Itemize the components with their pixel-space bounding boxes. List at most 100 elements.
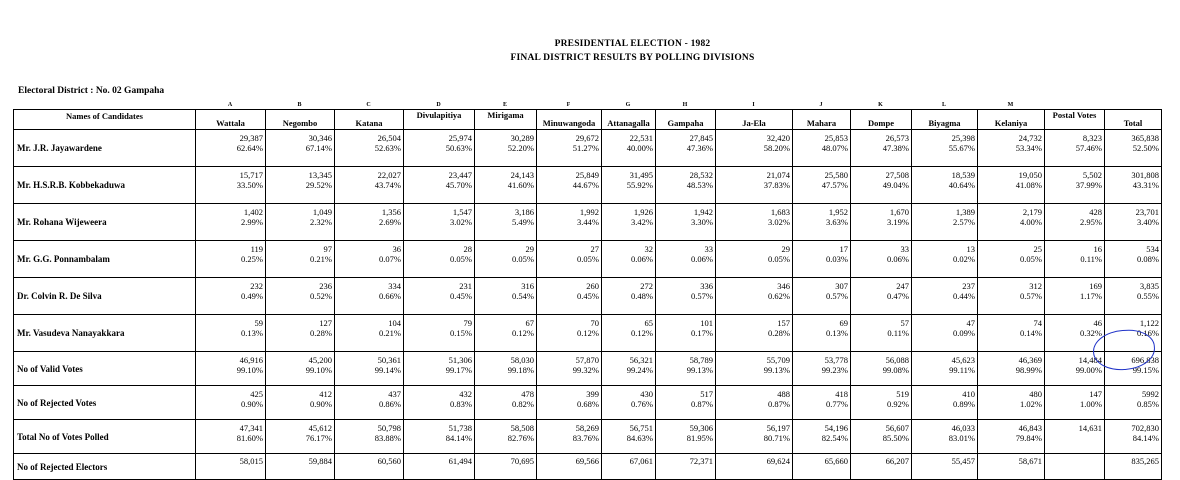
vote-count: 432 — [459, 389, 472, 399]
vote-count: 46,033 — [951, 423, 975, 433]
table-cell: 55,709 99.13% — [715, 351, 793, 386]
column-header: Ja-Ela — [715, 109, 793, 130]
vote-count: 1,992 — [579, 207, 599, 217]
table-cell: 29,672 51.27% — [536, 129, 602, 167]
vote-percentage: 47.36% — [686, 143, 713, 153]
table-cell: 54,196 82.54% — [792, 419, 851, 454]
row-label: Mr. G.G. Ponnambalam — [13, 240, 196, 278]
table-cell: 25,398 55.67% — [911, 129, 978, 167]
table-cell: 59 0.13% — [195, 314, 266, 352]
vote-count: 13 — [966, 244, 976, 254]
table-cell: 336 0.57% — [655, 277, 716, 315]
vote-percentage: 58.20% — [763, 143, 790, 153]
vote-percentage: 0.06% — [631, 254, 653, 264]
vote-count: 1,402 — [243, 207, 263, 217]
vote-count: 58,030 — [510, 355, 534, 365]
table-cell: 67,061 — [601, 453, 656, 480]
table-cell: 702,830 84.14% — [1104, 419, 1162, 454]
vote-count: 56,751 — [629, 423, 653, 433]
vote-count: 2,179 — [1022, 207, 1042, 217]
vote-count: 58,508 — [510, 423, 534, 433]
vote-count: 519 — [896, 389, 909, 399]
table-cell: 15,717 33.50% — [195, 166, 266, 204]
vote-count: 334 — [388, 281, 401, 291]
table-cell: 70 0.12% — [536, 314, 602, 352]
vote-count: 25,580 — [824, 170, 848, 180]
vote-percentage: 51.27% — [572, 143, 599, 153]
vote-percentage: 0.21% — [379, 328, 401, 338]
vote-count: 346 — [777, 281, 790, 291]
vote-percentage: 0.48% — [631, 291, 653, 301]
table-cell: 1,952 3.63% — [792, 203, 851, 241]
table-cell: 696,838 99.15% — [1104, 351, 1162, 386]
column-letter: L — [941, 102, 947, 108]
table-cell: 69,566 — [536, 453, 602, 480]
table-cell: 57 0.11% — [850, 314, 912, 352]
table-cell: 23,701 3.40% — [1104, 203, 1162, 241]
vote-percentage: 0.06% — [887, 254, 909, 264]
table-row: Mr. H.S.R.B. Kobbekaduwa 15,717 33.50% 13,3… — [13, 166, 1162, 204]
vote-count: 1,389 — [955, 207, 975, 217]
table-cell: 127 0.28% — [265, 314, 335, 352]
table-cell: 480 1.02% — [977, 385, 1045, 420]
column-header: Negombo — [265, 109, 335, 130]
table-cell: 47,341 81.60% — [195, 419, 266, 454]
table-cell: 1,926 3.42% — [601, 203, 656, 241]
table-cell: 247 0.47% — [850, 277, 912, 315]
vote-percentage: 3.44% — [577, 217, 599, 227]
table-cell: 13 0.02% — [911, 240, 978, 278]
vote-percentage: 81.60% — [236, 433, 263, 443]
table-cell: 232 0.49% — [195, 277, 266, 315]
vote-count: 69,566 — [575, 456, 599, 466]
vote-percentage: 52.20% — [507, 143, 534, 153]
vote-count: 437 — [388, 389, 401, 399]
table-cell: 231 0.45% — [403, 277, 475, 315]
table-cell: 59,306 81.95% — [655, 419, 716, 454]
vote-count: 28,532 — [689, 170, 713, 180]
vote-percentage: 29.52% — [305, 180, 332, 190]
table-cell: 13,345 29.52% — [265, 166, 335, 204]
vote-count: 29 — [525, 244, 535, 254]
table-row: No of Rejected Electors 58,015 59,884 60,56… — [13, 453, 1162, 480]
vote-count: 157 — [777, 318, 790, 328]
vote-count: 119 — [250, 244, 263, 254]
vote-percentage: 84.63% — [626, 433, 653, 443]
vote-count: 50,361 — [377, 355, 401, 365]
table-cell: 365,838 52.50% — [1104, 129, 1162, 167]
table-cell: 29,387 62.64% — [195, 129, 266, 167]
vote-count: 25,974 — [448, 133, 472, 143]
table-row: Mr. Vasudeva Nanayakkara 59 0.13% 127 0.28% 1… — [13, 314, 1162, 352]
table-cell: 23,447 45.70% — [403, 166, 475, 204]
vote-percentage: 48.53% — [686, 180, 713, 190]
vote-percentage: 0.45% — [450, 291, 472, 301]
table-cell: 72,371 — [655, 453, 716, 480]
table-cell: 45,612 76.17% — [265, 419, 335, 454]
vote-percentage: 48.07% — [821, 143, 848, 153]
vote-count: 70 — [590, 318, 600, 328]
table-cell: 101 0.17% — [655, 314, 716, 352]
column-header: Katana — [334, 109, 404, 130]
vote-count: 47 — [966, 318, 976, 328]
vote-percentage: 98.99% — [1015, 365, 1042, 375]
electoral-district-label: Electoral District : No. 02 Gampaha — [18, 86, 165, 96]
vote-percentage: 0.11% — [887, 328, 909, 338]
table-cell: 301,808 43.31% — [1104, 166, 1162, 204]
table-cell: 56,088 99.08% — [850, 351, 912, 386]
table-cell: 1,547 3.02% — [403, 203, 475, 241]
column-letter: K — [878, 102, 883, 108]
vote-count: 45,623 — [951, 355, 975, 365]
vote-count: 27,845 — [689, 133, 713, 143]
vote-percentage: 0.76% — [631, 399, 653, 409]
vote-percentage: 3.30% — [691, 217, 713, 227]
vote-count: 336 — [700, 281, 713, 291]
table-row: No of Rejected Votes 425 0.90% 412 0.90% 437 0… — [13, 385, 1162, 420]
header-names-of-candidates: Names of Candidates — [13, 109, 196, 130]
column-letter: A — [227, 102, 233, 108]
column-header: Kelaniya — [977, 109, 1045, 130]
table-cell: 66,207 — [850, 453, 912, 480]
vote-percentage: 0.55% — [1137, 291, 1159, 301]
vote-percentage: 52.50% — [1132, 143, 1159, 153]
table-cell: 97 0.21% — [265, 240, 335, 278]
vote-count: 428 — [1089, 207, 1102, 217]
table-cell: 25,580 47.57% — [792, 166, 851, 204]
